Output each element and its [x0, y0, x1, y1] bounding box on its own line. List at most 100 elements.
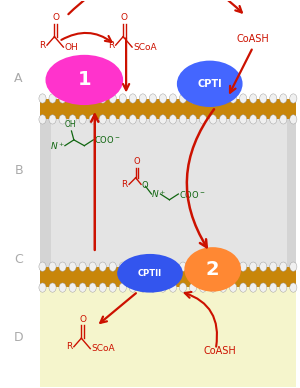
Circle shape [119, 94, 126, 103]
Circle shape [149, 94, 157, 103]
Circle shape [49, 115, 56, 124]
Text: R: R [108, 41, 114, 50]
Text: R: R [39, 41, 46, 50]
Circle shape [149, 262, 157, 271]
Circle shape [200, 262, 207, 271]
Circle shape [79, 94, 86, 103]
Circle shape [270, 283, 277, 292]
Circle shape [99, 115, 106, 124]
Circle shape [59, 262, 66, 271]
Circle shape [260, 262, 267, 271]
Circle shape [230, 262, 237, 271]
Text: COO$^-$: COO$^-$ [179, 189, 206, 199]
Circle shape [189, 262, 197, 271]
Bar [52, 113, 287, 273]
Text: O: O [79, 315, 86, 324]
Circle shape [270, 94, 277, 103]
Circle shape [89, 262, 96, 271]
Text: CoASH: CoASH [204, 346, 236, 355]
Text: $N^+$: $N^+$ [152, 188, 167, 200]
Circle shape [290, 262, 297, 271]
Bar [40, 1, 296, 109]
Circle shape [200, 94, 207, 103]
Circle shape [290, 94, 297, 103]
Circle shape [139, 94, 146, 103]
Circle shape [139, 262, 146, 271]
Circle shape [179, 94, 187, 103]
Circle shape [280, 262, 287, 271]
Circle shape [139, 115, 146, 124]
Circle shape [220, 94, 227, 103]
Bar [40, 109, 296, 277]
Circle shape [200, 115, 207, 124]
Circle shape [49, 94, 56, 103]
Circle shape [220, 115, 227, 124]
FancyArrowPatch shape [61, 33, 112, 42]
Circle shape [290, 115, 297, 124]
Circle shape [189, 94, 197, 103]
Text: SCoA: SCoA [91, 344, 115, 353]
Text: A: A [14, 71, 23, 85]
Text: SCoA: SCoA [133, 43, 157, 52]
Circle shape [39, 283, 46, 292]
Circle shape [159, 283, 167, 292]
Bar [40, 277, 296, 387]
Text: D: D [14, 331, 23, 343]
Circle shape [189, 283, 197, 292]
Text: O: O [134, 157, 140, 166]
Text: C: C [14, 253, 23, 266]
Text: COO$^-$: COO$^-$ [94, 134, 121, 146]
Circle shape [69, 262, 76, 271]
FancyArrowPatch shape [185, 292, 217, 346]
Circle shape [59, 115, 66, 124]
Circle shape [230, 283, 237, 292]
Circle shape [119, 115, 126, 124]
Text: B: B [14, 164, 23, 177]
Circle shape [109, 94, 116, 103]
FancyArrowPatch shape [68, 0, 242, 14]
Circle shape [89, 283, 96, 292]
Circle shape [69, 283, 76, 292]
Circle shape [209, 262, 217, 271]
Circle shape [99, 262, 106, 271]
Circle shape [89, 94, 96, 103]
Circle shape [149, 283, 157, 292]
Circle shape [189, 115, 197, 124]
Circle shape [139, 283, 146, 292]
Circle shape [129, 283, 137, 292]
Circle shape [109, 283, 116, 292]
Circle shape [69, 94, 76, 103]
Circle shape [129, 262, 137, 271]
Text: R: R [66, 342, 72, 351]
Circle shape [179, 262, 187, 271]
Circle shape [89, 115, 96, 124]
Circle shape [209, 283, 217, 292]
Circle shape [49, 262, 56, 271]
Circle shape [169, 115, 176, 124]
Text: 2: 2 [206, 260, 220, 279]
Circle shape [59, 94, 66, 103]
Circle shape [240, 115, 247, 124]
Circle shape [240, 262, 247, 271]
Circle shape [39, 94, 46, 103]
Circle shape [49, 283, 56, 292]
Circle shape [280, 283, 287, 292]
Circle shape [200, 283, 207, 292]
Circle shape [230, 94, 237, 103]
Text: CoASH: CoASH [237, 35, 269, 44]
Circle shape [250, 115, 257, 124]
Ellipse shape [177, 61, 243, 107]
Circle shape [149, 115, 157, 124]
Bar [40, 267, 296, 287]
Text: CPTI: CPTI [197, 79, 222, 89]
Circle shape [129, 94, 137, 103]
Circle shape [260, 115, 267, 124]
Text: OH: OH [64, 43, 78, 52]
Circle shape [270, 115, 277, 124]
Text: O: O [121, 13, 128, 22]
Circle shape [169, 262, 176, 271]
Ellipse shape [117, 254, 183, 293]
Text: OH: OH [64, 120, 76, 129]
Text: O: O [142, 181, 148, 190]
Circle shape [169, 283, 176, 292]
